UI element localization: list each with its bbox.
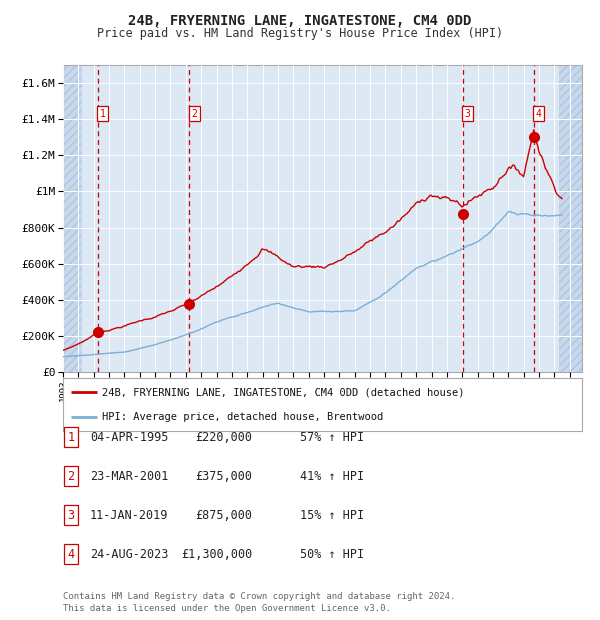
Text: This data is licensed under the Open Government Licence v3.0.: This data is licensed under the Open Gov… <box>63 604 391 613</box>
Text: Contains HM Land Registry data © Crown copyright and database right 2024.: Contains HM Land Registry data © Crown c… <box>63 592 455 601</box>
Text: 24-AUG-2023: 24-AUG-2023 <box>90 548 168 560</box>
Text: £375,000: £375,000 <box>195 470 252 482</box>
Text: £1,300,000: £1,300,000 <box>181 548 252 560</box>
Text: 4: 4 <box>67 548 74 560</box>
Text: 41% ↑ HPI: 41% ↑ HPI <box>300 470 364 482</box>
Text: 3: 3 <box>67 509 74 521</box>
Text: 04-APR-1995: 04-APR-1995 <box>90 431 168 443</box>
Text: 11-JAN-2019: 11-JAN-2019 <box>90 509 168 521</box>
Text: 1: 1 <box>100 109 106 119</box>
Text: 2: 2 <box>67 470 74 482</box>
Text: 24B, FRYERNING LANE, INGATESTONE, CM4 0DD: 24B, FRYERNING LANE, INGATESTONE, CM4 0D… <box>128 14 472 28</box>
Text: Price paid vs. HM Land Registry's House Price Index (HPI): Price paid vs. HM Land Registry's House … <box>97 27 503 40</box>
Text: £875,000: £875,000 <box>195 509 252 521</box>
Text: HPI: Average price, detached house, Brentwood: HPI: Average price, detached house, Bren… <box>102 412 383 422</box>
Text: 23-MAR-2001: 23-MAR-2001 <box>90 470 168 482</box>
Text: 24B, FRYERNING LANE, INGATESTONE, CM4 0DD (detached house): 24B, FRYERNING LANE, INGATESTONE, CM4 0D… <box>102 388 464 397</box>
Text: 57% ↑ HPI: 57% ↑ HPI <box>300 431 364 443</box>
Text: 15% ↑ HPI: 15% ↑ HPI <box>300 509 364 521</box>
Text: 50% ↑ HPI: 50% ↑ HPI <box>300 548 364 560</box>
Text: £220,000: £220,000 <box>195 431 252 443</box>
Text: 3: 3 <box>464 109 470 119</box>
Text: 1: 1 <box>67 431 74 443</box>
Text: 4: 4 <box>535 109 541 119</box>
Text: 2: 2 <box>191 109 197 119</box>
